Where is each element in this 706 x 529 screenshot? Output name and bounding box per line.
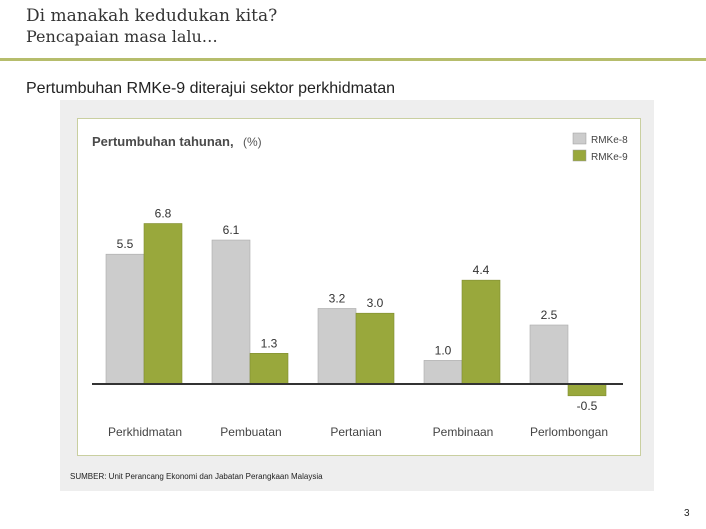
data-label-rmke-8-pembuatan: 6.1	[223, 223, 240, 237]
page-number: 3	[684, 508, 690, 519]
data-label-rmke-8-perlombongan: 2.5	[541, 308, 558, 322]
legend-label-rmke-9: RMKe-9	[591, 152, 628, 163]
bar-rmke-8-pembinaan	[423, 360, 463, 385]
category-label-pembinaan: Pembinaan	[433, 425, 494, 439]
data-label-rmke-8-pertanian: 3.2	[329, 291, 346, 305]
title-divider	[0, 58, 706, 61]
category-label-perlombongan: Perlombongan	[530, 425, 608, 439]
chart-title: Pertumbuhan tahunan,	[92, 134, 234, 149]
chart-frame: Pertumbuhan tahunan, (%) RMKe-8 RMKe-9 5.5 6.…	[77, 118, 641, 456]
legend-swatch-rmke-9	[572, 149, 587, 162]
chart-unit-label: (%)	[243, 135, 262, 149]
category-label-pembuatan: Pembuatan	[220, 425, 281, 439]
slide-heading: Pertumbuhan RMKe-9 diterajui sektor perk…	[26, 80, 396, 97]
slide-subtitle: Pencapaian masa lalu…	[26, 27, 218, 46]
bar-rmke-9-perkhidmatan	[143, 223, 183, 385]
source-note: SUMBER: Unit Perancang Ekonomi dan Jabat…	[70, 472, 323, 481]
data-label-rmke-8-perkhidmatan: 5.5	[117, 237, 134, 251]
data-label-rmke-9-pembinaan: 4.4	[473, 263, 490, 277]
slide-title: Di manakah kedudukan kita?	[26, 6, 278, 26]
bar-rmke-9-pembuatan	[249, 353, 289, 385]
bar-rmke-9-perlombongan	[567, 383, 607, 397]
data-label-rmke-9-perlombongan: -0.5	[577, 399, 598, 413]
legend-swatch-rmke-8	[572, 132, 587, 145]
data-label-rmke-9-pertanian: 3.0	[367, 296, 384, 310]
bar-rmke-8-pertanian	[317, 308, 357, 385]
data-label-rmke-8-pembinaan: 1.0	[435, 343, 452, 357]
bar-rmke-9-pertanian	[355, 312, 395, 385]
bar-chart: Pertumbuhan tahunan, (%) RMKe-8 RMKe-9 5.5 6.…	[92, 132, 628, 439]
category-label-perkhidmatan: Perkhidmatan	[108, 425, 182, 439]
legend-label-rmke-8: RMKe-8	[591, 135, 628, 146]
bar-rmke-9-pembinaan	[461, 279, 501, 385]
data-label-rmke-9-perkhidmatan: 6.8	[155, 207, 172, 221]
bar-rmke-8-perkhidmatan	[105, 253, 145, 385]
bar-rmke-8-perlombongan	[529, 324, 569, 385]
bar-rmke-8-pembuatan	[211, 239, 251, 385]
data-label-rmke-9-pembuatan: 1.3	[261, 336, 278, 350]
category-label-pertanian: Pertanian	[330, 425, 381, 439]
